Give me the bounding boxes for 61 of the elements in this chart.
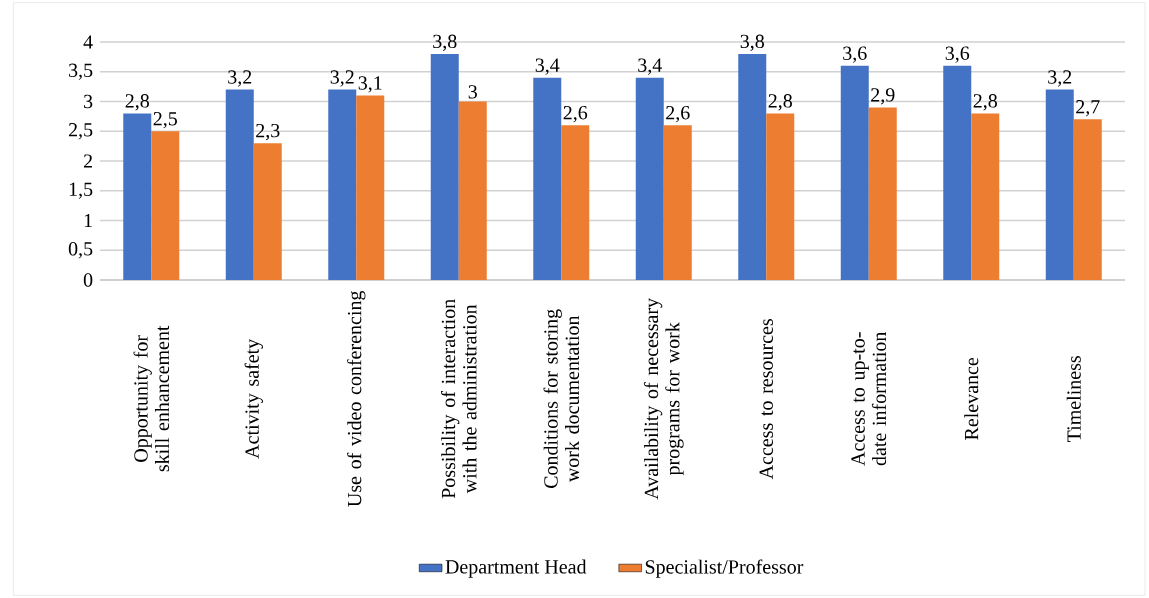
x-tick-label: Opportunity for skill enhancement (133, 325, 170, 472)
y-tick-label: 2,5 (68, 123, 93, 140)
y-tick-label: 3 (84, 94, 93, 109)
data-label: 3,6 (945, 46, 970, 63)
bar (766, 113, 795, 280)
data-label: 2,6 (563, 106, 588, 123)
bar (253, 143, 282, 280)
data-label: 3,8 (740, 34, 764, 51)
data-label: 3,2 (228, 70, 252, 87)
y-tick-label: 3,5 (69, 63, 93, 80)
x-tick-label: Availability of necessary programs for work (643, 298, 684, 500)
bar (971, 113, 1000, 280)
data-label: 2,9 (871, 88, 895, 105)
data-label: 2,8 (768, 94, 792, 111)
y-tick-label: 0 (83, 273, 93, 287)
data-label: 2,7 (1076, 100, 1100, 117)
legend-label: Specialist/Professor (645, 559, 804, 578)
data-label: 2,8 (973, 94, 997, 111)
y-tick-label: 1,5 (69, 182, 93, 199)
legend-label: Department Head (445, 559, 587, 578)
bar (1073, 119, 1102, 280)
x-tick-label: Use of video conferencing (347, 290, 366, 507)
y-tick-label: 2 (83, 154, 92, 168)
x-tick-label: Conditions for storing work documentation (543, 309, 580, 489)
data-label: 3,2 (1048, 70, 1072, 87)
bar (356, 95, 385, 280)
data-label: 3 (468, 85, 477, 99)
data-label: 3,2 (330, 70, 354, 87)
bar (328, 89, 357, 280)
bar (738, 53, 767, 280)
data-label: 3,1 (358, 76, 382, 93)
bar (561, 125, 590, 280)
x-tick-label: Relevance (964, 357, 979, 440)
data-label: 2,3 (256, 123, 280, 141)
bar (868, 107, 897, 280)
bar (635, 77, 664, 280)
bar (458, 101, 487, 280)
data-label: 3,6 (843, 46, 867, 63)
bar (430, 53, 459, 280)
bar (943, 65, 972, 280)
data-label: 2,6 (666, 106, 690, 123)
bar (225, 89, 254, 280)
x-tick-label: Timeliness (1066, 356, 1081, 443)
x-tick-label: Access to up-to-date information (851, 331, 887, 466)
bar (123, 113, 152, 280)
data-label: 3,8 (433, 34, 457, 51)
bar (151, 131, 180, 280)
bar (533, 77, 562, 280)
bar (663, 125, 692, 280)
y-tick-label: 1 (84, 213, 92, 228)
data-label: 2,5 (153, 112, 177, 129)
bar (840, 65, 869, 280)
x-tick-label: Possibility of interaction with the administration (440, 299, 477, 499)
x-tick-label: Access to resources (759, 319, 773, 480)
data-label: 3,4 (638, 58, 662, 75)
data-label: 2,8 (125, 94, 149, 111)
x-tick-label: Activity safety (244, 338, 263, 459)
data-label: 3,4 (535, 58, 560, 75)
y-tick-label: 4 (83, 35, 93, 49)
y-tick-label: 0,5 (68, 242, 93, 259)
bar (1045, 89, 1074, 280)
